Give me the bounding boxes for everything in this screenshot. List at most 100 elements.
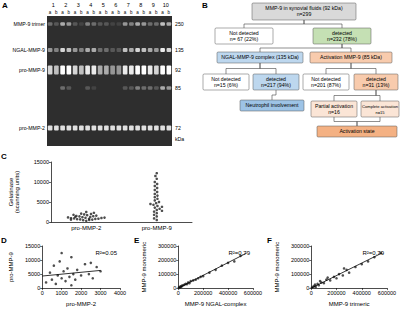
svg-text:100000: 100000 xyxy=(291,271,309,277)
svg-text:R²=0.05: R²=0.05 xyxy=(95,250,117,256)
svg-text:b: b xyxy=(168,10,171,15)
svg-text:n=15 (6%): n=15 (6%) xyxy=(214,82,238,88)
svg-text:detected: detected xyxy=(332,29,352,36)
svg-text:n= 67 (22%): n= 67 (22%) xyxy=(230,36,259,42)
svg-text:b: b xyxy=(55,10,58,15)
svg-text:400000: 400000 xyxy=(353,290,371,296)
svg-text:b: b xyxy=(155,10,158,15)
svg-text:6: 6 xyxy=(114,2,117,8)
svg-text:85: 85 xyxy=(175,85,181,91)
svg-text:MMP-9 trimer: MMP-9 trimer xyxy=(14,21,46,27)
svg-text:10000: 10000 xyxy=(34,179,49,185)
svg-text:pro-MMP-9: pro-MMP-9 xyxy=(8,251,14,282)
svg-text:kDa: kDa xyxy=(175,136,184,142)
svg-text:200000: 200000 xyxy=(158,257,176,263)
svg-text:A: A xyxy=(2,1,8,10)
svg-text:a: a xyxy=(99,10,102,15)
svg-text:8: 8 xyxy=(139,2,142,8)
svg-text:b: b xyxy=(105,10,108,15)
svg-text:10000: 10000 xyxy=(25,257,40,263)
svg-text:4000: 4000 xyxy=(114,290,126,296)
svg-text:MMP-9 NGAL-complex: MMP-9 NGAL-complex xyxy=(185,301,247,307)
svg-text:MMP-9 monomeric: MMP-9 monomeric xyxy=(141,242,147,293)
svg-text:B: B xyxy=(202,1,208,10)
svg-text:a: a xyxy=(74,10,77,15)
svg-text:Activation MMP-9 (85 kDa): Activation MMP-9 (85 kDa) xyxy=(320,54,382,60)
svg-text:200000: 200000 xyxy=(291,257,309,263)
svg-text:a: a xyxy=(161,10,164,15)
svg-text:pro-MMP-2: pro-MMP-2 xyxy=(19,125,45,131)
svg-text:600000: 600000 xyxy=(378,290,396,296)
svg-text:MMP-9 monomeric: MMP-9 monomeric xyxy=(274,242,280,293)
svg-text:5000: 5000 xyxy=(28,271,40,277)
svg-text:pro-MMP-2: pro-MMP-2 xyxy=(71,225,102,231)
svg-text:0: 0 xyxy=(177,290,180,296)
svg-text:Not detected: Not detected xyxy=(229,29,259,36)
svg-text:n=217 (94%): n=217 (94%) xyxy=(261,82,291,88)
svg-text:a: a xyxy=(49,10,52,15)
svg-text:NGAL-MMP-9 complex (135 kDa): NGAL-MMP-9 complex (135 kDa) xyxy=(221,54,299,60)
svg-text:a: a xyxy=(86,10,89,15)
svg-text:0: 0 xyxy=(41,290,44,296)
svg-text:a: a xyxy=(149,10,152,15)
svg-text:135: 135 xyxy=(175,47,184,53)
svg-text:9: 9 xyxy=(152,2,155,8)
svg-text:250: 250 xyxy=(175,21,184,27)
svg-text:300000: 300000 xyxy=(291,243,309,249)
svg-text:10: 10 xyxy=(163,2,169,8)
svg-text:7: 7 xyxy=(127,2,130,8)
svg-text:b: b xyxy=(143,10,146,15)
svg-text:1000: 1000 xyxy=(56,290,68,296)
svg-text:b: b xyxy=(68,10,71,15)
svg-text:n=16: n=16 xyxy=(328,109,340,115)
svg-text:Not detected: Not detected xyxy=(211,75,241,82)
svg-text:(scanning units): (scanning units) xyxy=(14,171,20,213)
svg-text:n=299: n=299 xyxy=(297,11,312,17)
svg-text:92: 92 xyxy=(175,67,181,73)
svg-text:15000: 15000 xyxy=(25,243,40,249)
svg-text:600000: 600000 xyxy=(244,290,262,296)
svg-text:3000: 3000 xyxy=(94,290,106,296)
svg-text:n=201 (87%): n=201 (87%) xyxy=(311,82,341,88)
svg-text:300000: 300000 xyxy=(158,243,176,249)
svg-text:200000: 200000 xyxy=(327,290,345,296)
svg-text:200000: 200000 xyxy=(194,290,212,296)
svg-text:D: D xyxy=(1,236,7,245)
svg-text:15000: 15000 xyxy=(34,159,49,165)
svg-text:F: F xyxy=(267,236,272,245)
svg-text:b: b xyxy=(118,10,121,15)
svg-text:pro-MMP-9: pro-MMP-9 xyxy=(142,225,173,231)
svg-text:Complete activation: Complete activation xyxy=(362,104,399,109)
svg-text:72: 72 xyxy=(175,125,181,131)
svg-text:Activation state: Activation state xyxy=(339,128,374,134)
svg-text:n=31 (13%): n=31 (13%) xyxy=(363,82,390,88)
svg-text:Neutrophil involvement: Neutrophil involvement xyxy=(246,102,299,108)
svg-text:pro-MMP-9: pro-MMP-9 xyxy=(19,67,45,73)
svg-text:400000: 400000 xyxy=(219,290,237,296)
svg-text:b: b xyxy=(93,10,96,15)
svg-text:b: b xyxy=(80,10,83,15)
svg-text:a: a xyxy=(136,10,139,15)
svg-text:100000: 100000 xyxy=(158,271,176,277)
svg-text:E: E xyxy=(134,236,140,245)
svg-text:0: 0 xyxy=(310,290,313,296)
svg-text:n=15: n=15 xyxy=(375,110,385,115)
svg-text:a: a xyxy=(111,10,114,15)
svg-text:NGAL-MMP-9: NGAL-MMP-9 xyxy=(12,47,45,53)
svg-text:pro-MMP-2: pro-MMP-2 xyxy=(66,301,97,307)
svg-text:4: 4 xyxy=(89,2,92,8)
svg-text:b: b xyxy=(130,10,133,15)
svg-text:a: a xyxy=(61,10,64,15)
svg-text:2: 2 xyxy=(64,2,67,8)
svg-text:MMP-9 in synovial fluids (92 k: MMP-9 in synovial fluids (92 kDa) xyxy=(265,5,343,12)
svg-text:1: 1 xyxy=(52,2,55,8)
svg-text:3: 3 xyxy=(77,2,80,8)
svg-text:2000: 2000 xyxy=(75,290,87,296)
svg-text:5: 5 xyxy=(102,2,105,8)
svg-text:5000: 5000 xyxy=(37,199,49,205)
svg-text:n=232 (78%): n=232 (78%) xyxy=(327,36,357,42)
svg-text:MMP-9 trimeric: MMP-9 trimeric xyxy=(329,301,370,307)
svg-text:a: a xyxy=(124,10,127,15)
svg-text:0: 0 xyxy=(46,219,49,225)
svg-text:C: C xyxy=(1,152,7,161)
